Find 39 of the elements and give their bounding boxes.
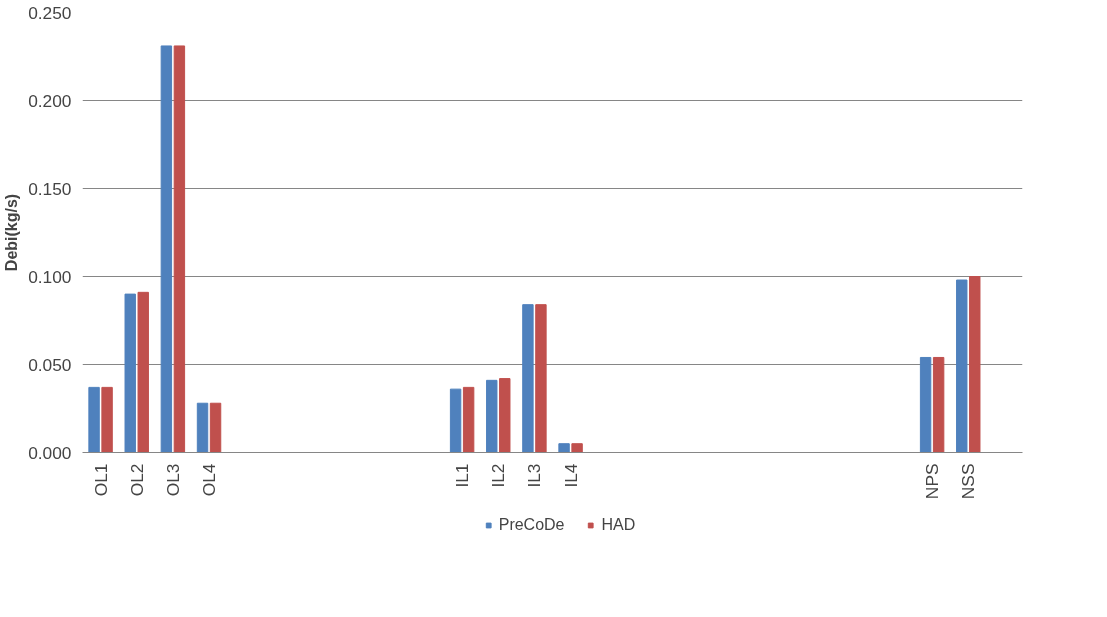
bar [137, 291, 149, 453]
bar [499, 378, 511, 453]
bar [522, 304, 534, 453]
bar [160, 45, 173, 453]
x-tick-label: IL2 [488, 463, 509, 488]
x-tick-label: NSS [958, 463, 979, 500]
x-tick-label: IL3 [524, 463, 545, 488]
y-tick-label: 0.100 [28, 266, 72, 287]
x-tick-label: OL3 [162, 463, 183, 497]
bar [101, 386, 113, 453]
bar [449, 388, 462, 453]
bar [88, 386, 100, 453]
y-tick-label: 0.000 [28, 442, 72, 463]
legend-label: PreCoDe [498, 515, 565, 534]
y-tick-label: 0.250 [28, 2, 72, 23]
y-tick-label: 0.200 [28, 90, 72, 111]
bar [124, 293, 136, 453]
x-tick-label: OL2 [126, 463, 147, 497]
bar [932, 356, 945, 453]
bar [919, 356, 932, 453]
x-tick-label: OL1 [90, 463, 111, 497]
x-tick-label: NPS [922, 463, 943, 500]
legend-label: HAD [601, 515, 636, 534]
x-tick-label: OL4 [199, 463, 220, 497]
bar [956, 279, 968, 453]
y-axis-title: Debi(kg/s) [3, 193, 21, 272]
x-tick-label: IL1 [452, 463, 473, 488]
x-tick-label: IL4 [560, 463, 581, 488]
y-tick-label: 0.050 [28, 354, 72, 375]
bar [462, 386, 475, 453]
bar [969, 276, 981, 453]
bar [486, 379, 498, 453]
y-tick-label: 0.150 [28, 178, 72, 199]
bar [173, 45, 186, 453]
bar [535, 304, 547, 453]
bar [571, 443, 583, 453]
bar [196, 402, 209, 453]
bar [209, 402, 222, 453]
bar [558, 443, 570, 453]
